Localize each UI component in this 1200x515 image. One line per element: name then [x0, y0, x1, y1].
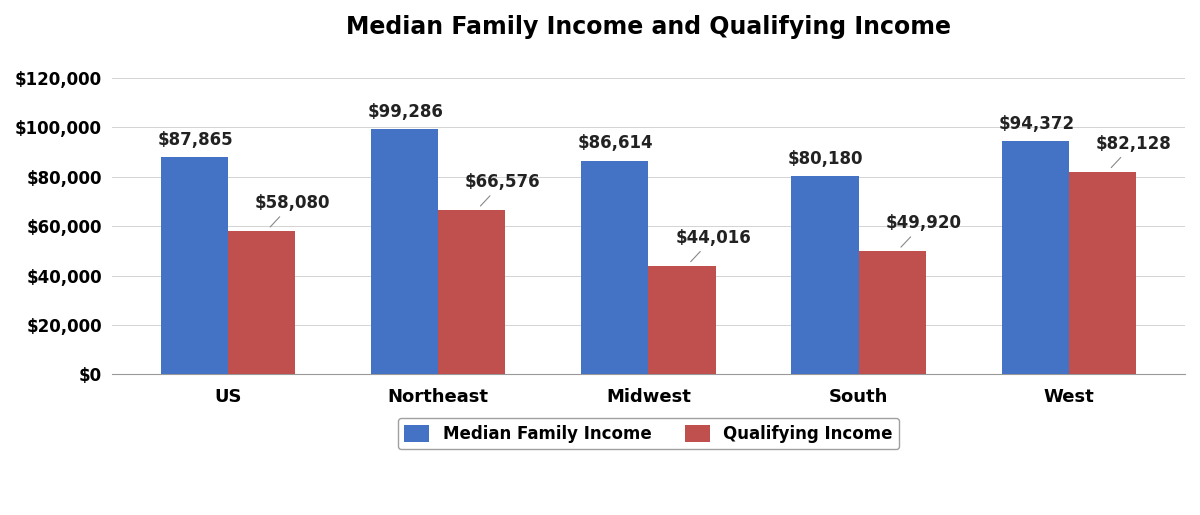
Text: $87,865: $87,865 [157, 131, 233, 149]
Text: $80,180: $80,180 [788, 150, 864, 168]
Text: $94,372: $94,372 [998, 115, 1074, 133]
Text: $66,576: $66,576 [466, 173, 541, 206]
Text: $44,016: $44,016 [676, 229, 751, 262]
Bar [581, 161, 648, 374]
Bar [161, 158, 228, 374]
Bar [648, 266, 715, 374]
Bar [228, 231, 295, 374]
Bar [791, 177, 859, 374]
Bar [1069, 171, 1136, 374]
Text: $58,080: $58,080 [254, 194, 330, 227]
Bar [371, 129, 438, 374]
Bar [438, 210, 505, 374]
Bar [1002, 142, 1069, 374]
Text: $49,920: $49,920 [886, 214, 961, 247]
Legend: Median Family Income, Qualifying Income: Median Family Income, Qualifying Income [397, 418, 899, 450]
Bar [859, 251, 926, 374]
Text: $82,128: $82,128 [1096, 134, 1171, 167]
Text: $99,286: $99,286 [367, 102, 443, 121]
Title: Median Family Income and Qualifying Income: Median Family Income and Qualifying Inco… [346, 15, 950, 39]
Text: $86,614: $86,614 [577, 134, 654, 152]
